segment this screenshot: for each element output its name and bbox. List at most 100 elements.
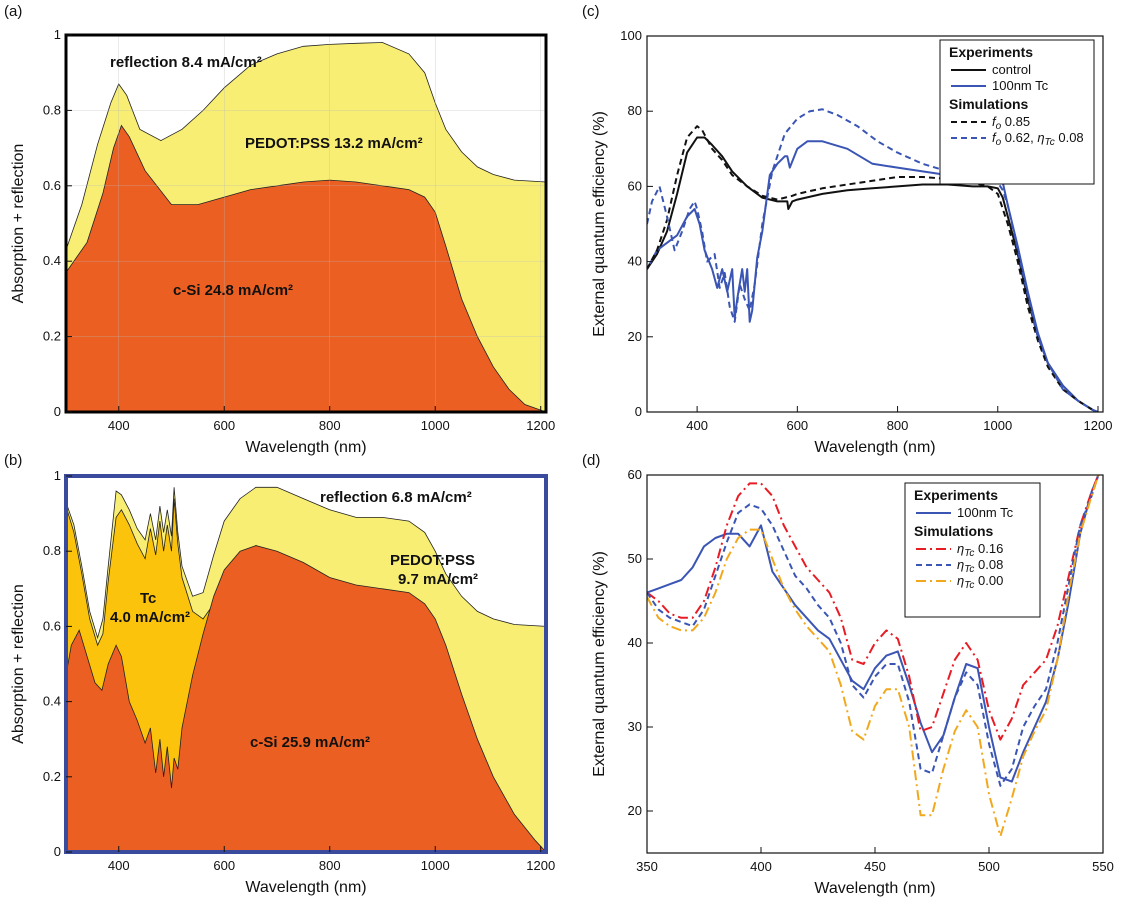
chart-a-y-tick-label: 1 [54,27,61,42]
chart-d-x-tick-label: 450 [864,859,886,874]
chart-b-y-tick-label: 1 [54,468,61,483]
chart-b-x-tick-label: 400 [108,858,130,873]
chart-c-series-sim_tc [647,108,1099,412]
chart-d-y-tick-label: 40 [628,635,642,650]
chart-d-x-axis-title: Wavelength (nm) [814,880,935,897]
chart-d-legend-label-sim_000: ηTc 0.00 [957,573,1003,591]
legend-label-value: 0.00 [974,573,1003,588]
chart-a-x-tick-label: 800 [319,418,341,433]
chart-d-series-sim_000 [647,475,1100,838]
chart-d-x-tick-label: 550 [1092,859,1114,874]
chart-b-annotation-tc: Tc [140,590,156,607]
chart-d-y-tick-label: 50 [628,551,642,566]
chart-d-y-tick-label: 20 [628,803,642,818]
legend-label-value: 0.16 [974,541,1003,556]
chart-c-legend-group-title: Simulations [949,96,1029,112]
chart-a-y-tick-label: 0.2 [43,329,61,344]
chart-a-plot: 400 600 800 1000 1200 0 0.2 0.4 0.6 0.8 1 Wavelengt… [10,27,555,456]
chart-b-frame [64,474,548,854]
chart-b-x-tick-label: 1200 [526,858,555,873]
chart-c-legend-label-tc: 100nm Tc [992,78,1049,93]
legend-label-value: 0.08 [974,557,1003,572]
chart-c-x-tick-label: 400 [686,418,708,433]
chart-b-x-tick-label: 600 [213,858,235,873]
chart-b-annotation-pedot: PEDOT:PSS [390,552,475,569]
chart-c-series-tc [647,140,1099,412]
chart-c-plot: 400 600 800 1000 1200 0 20 40 60 80 100 Wavelength … [591,28,1112,456]
chart-c-legend-label-sim_control: fo 0.85 [992,114,1030,132]
chart-c-series-sim_control [647,125,1099,412]
chart-c-y-tick-label: 40 [628,254,642,269]
chart-b-annotation-reflection: reflection 6.8 mA/cm² [320,489,472,506]
chart-c-y-tick-label: 0 [635,404,642,419]
legend-label-subscript: o [996,121,1002,132]
chart-c-y-tick-label: 100 [620,28,642,43]
legend-label-symbol: η [957,573,964,588]
chart-c-y-tick-label: 20 [628,329,642,344]
panel-b: (b) 400 600 800 1000 1200 0 0.2 0.4 0.6 0.8 1 Wavel… [4,452,555,896]
chart-a-y-tick-label: 0 [54,404,61,419]
chart-c-y-tick-label: 60 [628,178,642,193]
chart-c-frame [646,35,1104,413]
chart-d-legend-group-title: Experiments [914,487,998,503]
chart-c-x-tick-label: 800 [887,418,909,433]
chart-d-legend-label-sim_008: ηTc 0.08 [957,557,1003,575]
chart-a-annotation-pedot: PEDOT:PSS 13.2 mA/cm² [245,135,423,152]
chart-b-plot: 400 600 800 1000 1200 0 0.2 0.4 0.6 0.8 1 Wavelengt… [10,468,555,896]
chart-d-plot: 350 400 450 500 550 20 30 40 50 60 Wavelength (nm)… [591,467,1114,897]
chart-a-y-tick-label: 0.8 [43,102,61,117]
legend-label-symbol: f [992,130,997,145]
chart-d-legend-label-sim_016: ηTc 0.16 [957,541,1003,559]
chart-d-y-axis-title: External quantum efficiency (%) [591,551,608,777]
chart-d-x-tick-label: 500 [978,859,1000,874]
chart-b-x-axis-title: Wavelength (nm) [245,879,366,896]
chart-b-y-axis-title: Absorption + reflection [10,584,27,744]
chart-d-y-tick-label: 30 [628,719,642,734]
chart-b-y-tick-label: 0.8 [43,543,61,558]
legend-label-symbol: 100nm Tc [957,505,1014,520]
chart-a-y-tick-label: 0.6 [43,178,61,193]
chart-d-series-tc_exp [647,475,1100,783]
legend-label-subscript: Tc [964,548,974,559]
panel-c: (c) 400 600 800 1000 1200 0 20 40 60 80 100 Wavelen… [582,3,1112,456]
panel-label-c: (c) [582,3,600,20]
legend-label-symbol: η [957,557,964,572]
chart-c-legend-group-title: Experiments [949,44,1033,60]
chart-c-legend-label-sim_tc: fo 0.62, ηTc 0.08 [992,130,1084,148]
legend-label-symbol: f [992,114,997,129]
chart-c-y-axis-title: External quantum efficiency (%) [591,111,608,337]
chart-b-y-tick-label: 0.4 [43,694,61,709]
chart-d-series-sim_016 [647,475,1100,741]
chart-d-legend-group-title: Simulations [914,523,994,539]
chart-b-annotation-pedot-value: 9.7 mA/cm² [398,571,478,588]
chart-c-x-tick-label: 600 [786,418,808,433]
legend-label-symbol: control [992,62,1031,77]
chart-c-legend-box [939,39,1095,185]
chart-a-y-tick-label: 0.4 [43,253,61,268]
chart-d-x-tick-label: 400 [750,859,772,874]
panel-label-d: (d) [582,452,600,469]
legend-label-symbol: η [957,541,964,556]
chart-a-x-tick-label: 600 [213,418,235,433]
chart-c-series-group [647,108,1099,412]
chart-b-x-tick-label: 800 [319,858,341,873]
chart-a-annotation-reflection: reflection 8.4 mA/cm² [110,54,262,71]
chart-b-area-c-si [65,545,547,853]
chart-a-x-tick-label: 400 [108,418,130,433]
legend-label-value: 0.85 [1001,114,1030,129]
chart-a-frame [64,33,548,414]
chart-a-x-tick-label: 1000 [421,418,450,433]
chart-d-y-tick-label: 60 [628,467,642,482]
panel-d: (d) 350 400 450 500 550 20 30 40 50 60 Wavelength … [582,452,1114,897]
legend-label-subscript: Tc [964,580,974,591]
legend-label-value: 0.08 [1055,130,1084,145]
chart-d-legend-box [904,482,1041,618]
chart-d-series-group [647,475,1100,838]
legend-label-value: 0.62, [1001,130,1037,145]
legend-label-symbol: 100nm Tc [992,78,1049,93]
chart-b-y-tick-label: 0 [54,844,61,859]
chart-a-y-axis-title: Absorption + reflection [10,144,27,304]
chart-b-y-tick-label: 0.6 [43,618,61,633]
panel-label-a: (a) [4,3,22,20]
legend-label-symbol: η [1037,130,1044,145]
